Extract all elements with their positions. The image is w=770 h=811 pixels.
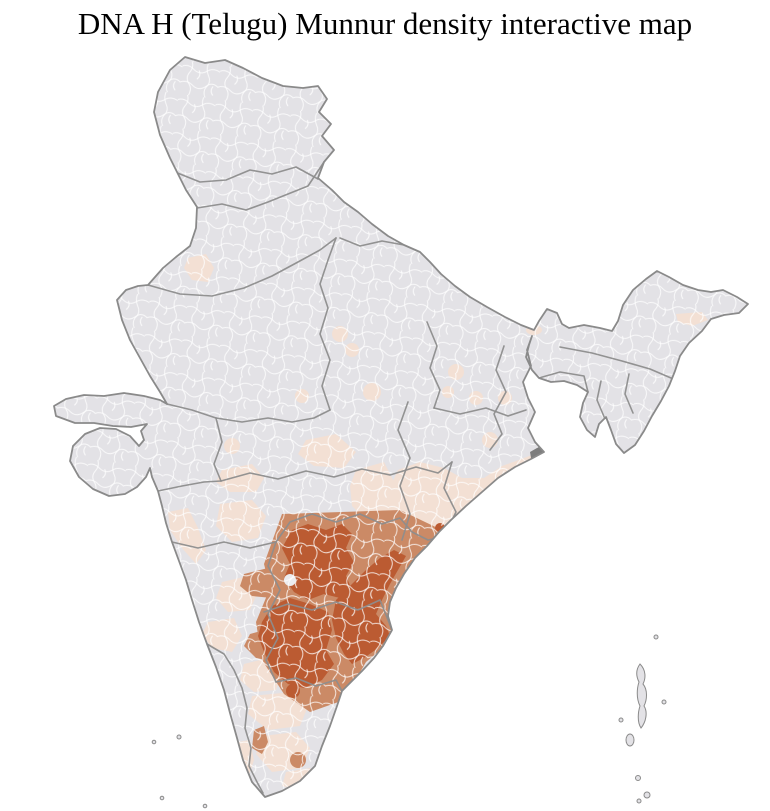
andaman-nicobar-islands — [618, 634, 667, 804]
lakshadweep-islands — [151, 734, 208, 809]
page-title: DNA H (Telugu) Munnur density interactiv… — [77, 6, 693, 41]
